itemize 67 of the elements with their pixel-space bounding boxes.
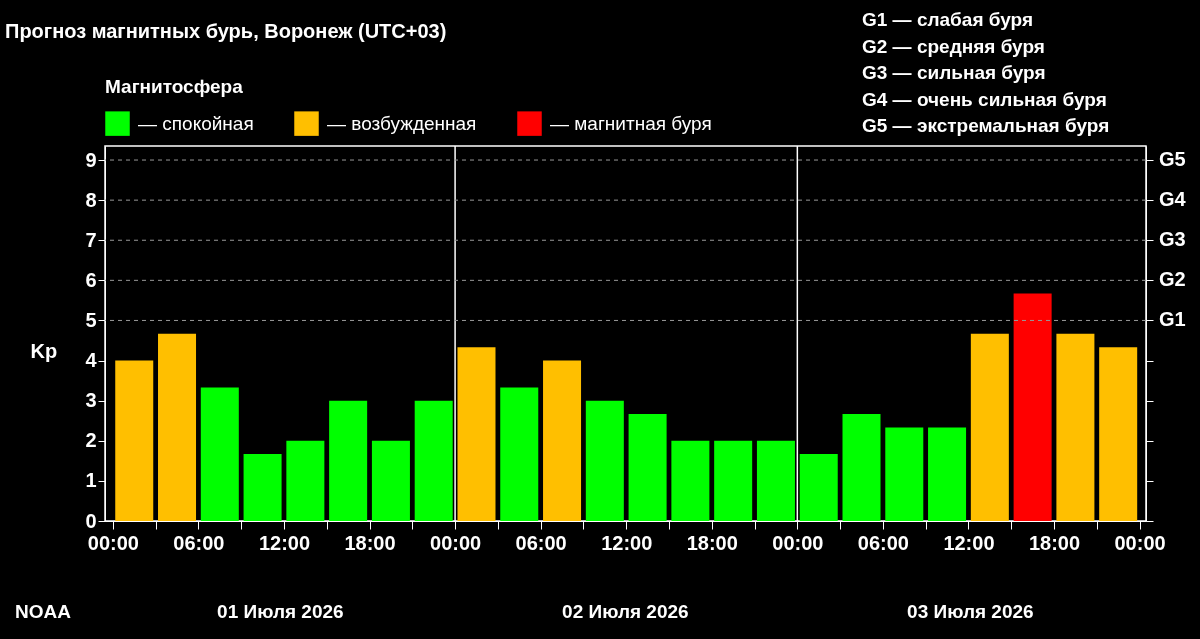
y-tick-label: 6 [85, 268, 97, 291]
legend-label: — возбужденная [327, 112, 477, 134]
bar [585, 400, 624, 521]
bar [115, 360, 154, 521]
bar [628, 413, 667, 521]
y-tick-label: 9 [85, 148, 97, 171]
bar [671, 440, 710, 521]
bar [158, 333, 197, 521]
legend-title: Магнитосфера [105, 76, 244, 97]
bar [543, 360, 582, 521]
bar [371, 440, 410, 521]
y-tick-label: 1 [85, 469, 97, 492]
text: 03 Июля 2026 [907, 601, 1034, 622]
legend-label: — спокойная [138, 112, 254, 134]
bar [756, 440, 795, 521]
y-tick-label: 0 [85, 509, 97, 532]
y-axis-title: Kp [30, 339, 58, 362]
text: G2 — средняя буря [862, 35, 1045, 57]
bar [286, 440, 325, 521]
text: NOAA [15, 601, 72, 622]
text: G1 — слабая буря [862, 9, 1034, 30]
bar [1099, 347, 1138, 521]
y-tick-label: 7 [85, 228, 97, 251]
bar [1013, 293, 1052, 521]
bar [714, 440, 753, 521]
bar [799, 454, 838, 521]
x-tick-label: 12:00 [601, 531, 653, 554]
bar [329, 400, 368, 521]
ref-line-label: G4 [1159, 188, 1187, 211]
ref-line-label: G2 [1159, 268, 1186, 291]
y-tick-label: 2 [85, 429, 97, 452]
bar [500, 387, 539, 521]
x-tick-label: 06:00 [173, 531, 225, 554]
bar [885, 427, 924, 521]
x-tick-label: 00:00 [87, 531, 139, 554]
y-tick-label: 4 [85, 349, 98, 372]
chart-title: Прогноз магнитных бурь, Воронеж (UTC+03) [5, 20, 447, 42]
bar [928, 427, 967, 521]
text: G5 — экстремальная буря [862, 115, 1110, 136]
x-tick-label: 06:00 [515, 531, 567, 554]
ref-line-label: G5 [1159, 148, 1186, 171]
y-tick-label: 8 [85, 188, 97, 211]
bar [414, 400, 453, 521]
text: 01 Июля 2026 [217, 601, 344, 622]
bar [200, 387, 239, 521]
legend-label: — магнитная буря [550, 112, 712, 134]
bar [970, 333, 1009, 521]
x-tick-label: 18:00 [1028, 531, 1081, 554]
x-tick-label: 12:00 [258, 531, 311, 554]
y-tick-label: 5 [85, 308, 97, 331]
ref-line-label: G1 [1159, 308, 1186, 331]
bar [243, 454, 282, 521]
x-tick-label: 00:00 [772, 531, 824, 554]
y-tick-label: 3 [85, 389, 97, 412]
x-tick-label: 12:00 [943, 531, 995, 554]
x-tick-label: 00:00 [430, 531, 482, 554]
x-tick-label: 00:00 [1114, 531, 1166, 554]
x-tick-label: 18:00 [344, 531, 396, 554]
text: G4 — очень сильная буря [862, 88, 1107, 110]
bar [842, 413, 881, 521]
text: G3 — сильная буря [862, 62, 1046, 83]
bar [457, 347, 496, 521]
bar [1056, 333, 1095, 521]
x-tick-label: 06:00 [857, 531, 909, 554]
ref-line-label: G3 [1159, 228, 1186, 251]
x-tick-label: 18:00 [686, 531, 738, 554]
text: 02 Июля 2026 [562, 601, 689, 622]
